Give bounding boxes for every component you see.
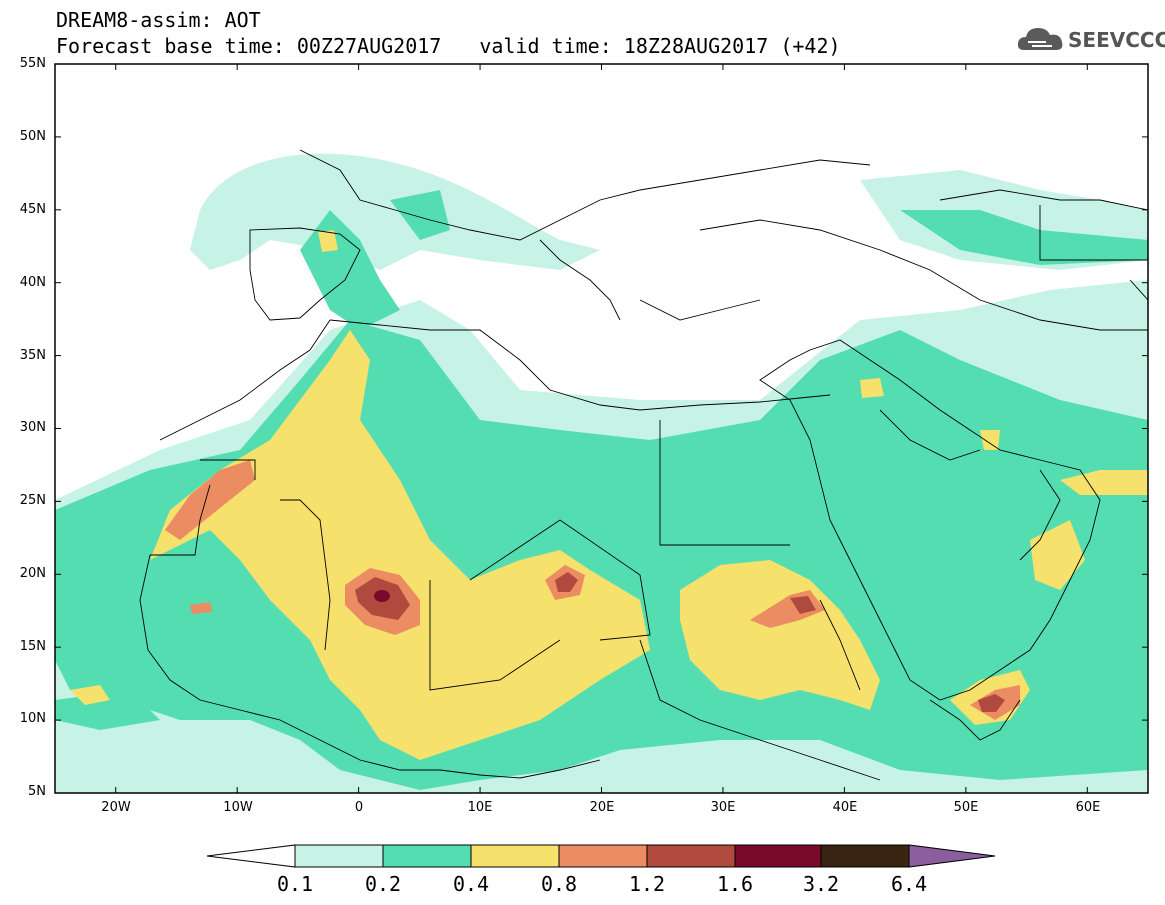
model-title: DREAM8-assim: AOT [56,8,261,32]
lat-label: 25N [19,493,46,508]
lat-label: 30N [19,420,46,435]
colorbar-label: 0.2 [364,872,402,896]
lon-label: 20E [589,800,615,815]
lat-label: 5N [28,784,46,799]
colorbar-under-triangle [206,844,296,868]
lat-label: 10N [19,711,46,726]
colorbar-swatch-4 [558,844,648,868]
lat-label: 55N [19,56,46,71]
colorbar-swatch-7 [820,844,910,868]
lon-label: 30E [710,800,736,815]
colorbar-swatch-5 [646,844,736,868]
colorbar-label: 6.4 [890,872,928,896]
aot-band-1.6 [374,590,390,602]
lon-label: 40E [832,800,858,815]
cloud-icon [1017,28,1063,50]
lat-label: 40N [19,275,46,290]
colorbar-label: 0.8 [540,872,578,896]
lon-label: 10E [467,800,493,815]
axis-ticks [55,63,1148,794]
lat-label: 45N [19,202,46,217]
lon-label: 60E [1075,800,1101,815]
lat-label: 35N [19,348,46,363]
lat-label: 50N [19,129,46,144]
colorbar-label: 0.1 [276,872,314,896]
colorbar-over-triangle [908,844,996,868]
country-borders [139,149,1148,781]
colorbar [206,844,996,868]
time-line: Forecast base time: 00Z27AUG2017 valid ti… [56,35,841,57]
seevccc-logo: SEEVCCC [1016,22,1165,56]
logo-text: SEEVCCC [1068,28,1165,52]
colorbar-swatch-1 [294,844,384,868]
colorbar-label: 1.6 [716,872,754,896]
lon-label: 20W [101,800,131,815]
lon-label: 0 [354,800,364,815]
colorbar-label: 1.2 [628,872,666,896]
lat-label: 20N [19,566,46,581]
base-time: Forecast base time: 00Z27AUG2017 [56,34,442,58]
colorbar-label: 0.4 [452,872,490,896]
lon-label: 10W [223,800,253,815]
colorbar-swatch-2 [382,844,472,868]
colorbar-swatch-3 [470,844,560,868]
colorbar-swatch-6 [734,844,822,868]
colorbar-label: 3.2 [802,872,840,896]
aot-field [55,64,1148,793]
aot-band-0.4 [70,230,1148,760]
lon-label: 50E [953,800,979,815]
lat-label: 15N [19,639,46,654]
valid-time: valid time: 18Z28AUG2017 (+42) [479,34,841,58]
